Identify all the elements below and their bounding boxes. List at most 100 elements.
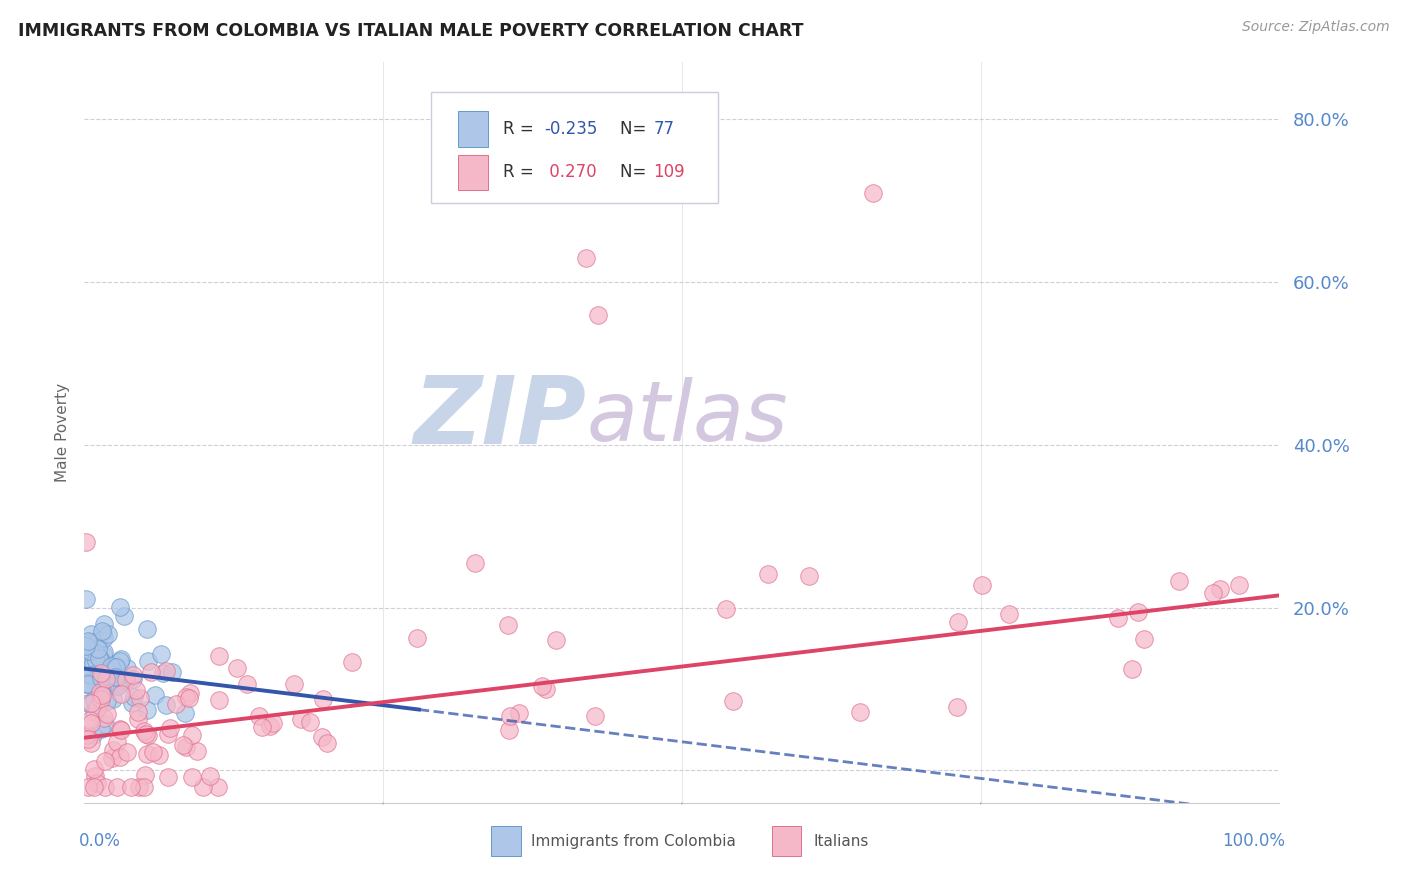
Text: Italians: Italians [814,834,869,849]
Point [115,673,138,688]
Point [148,748,170,763]
Point [152,666,174,681]
Point [75,592,97,607]
Point [583,708,606,723]
Point [155,664,177,678]
Point [139,665,162,680]
Point [87,687,110,701]
Point [89,685,111,699]
Point [176,739,198,754]
Point [165,698,187,712]
Point [136,623,159,637]
Y-axis label: Male Poverty: Male Poverty [55,383,70,483]
Point [86,646,108,660]
Point [186,744,208,758]
Point [83,769,105,783]
Point [107,679,129,693]
Point [75,639,97,653]
Point [997,607,1019,621]
Point [142,745,165,759]
Point [316,736,339,750]
Point [1133,632,1156,646]
Text: 0.0%: 0.0% [79,832,121,850]
Point [181,770,204,784]
Point [134,768,156,782]
Point [79,713,101,727]
Point [105,735,128,749]
Point [156,727,179,741]
Point [135,702,157,716]
Text: 0.270: 0.270 [544,163,598,181]
Point [758,566,780,581]
Point [1126,605,1149,619]
Point [849,706,872,720]
Point [91,626,114,640]
Point [311,730,333,744]
FancyBboxPatch shape [458,112,488,147]
Point [862,186,884,200]
Point [77,731,100,746]
Point [110,687,132,701]
Text: -0.235: -0.235 [544,120,598,138]
Point [80,735,103,749]
Point [87,670,110,684]
Point [162,665,184,679]
Point [83,693,105,707]
Point [89,682,111,697]
Point [93,631,115,645]
Point [87,642,110,657]
Point [125,682,148,697]
Point [80,668,103,682]
Point [89,666,111,681]
Point [77,634,100,648]
Point [76,728,98,742]
Point [108,599,131,614]
Point [91,648,114,662]
Point [76,675,98,690]
Point [312,692,335,706]
Text: atlas: atlas [586,377,787,458]
Point [86,675,108,690]
Point [107,678,129,692]
Point [84,654,107,668]
Point [110,652,132,666]
Point [86,635,108,649]
Point [159,722,181,736]
Point [117,745,139,759]
Point [179,686,201,700]
Point [172,738,194,752]
Text: IMMIGRANTS FROM COLOMBIA VS ITALIAN MALE POVERTY CORRELATION CHART: IMMIGRANTS FROM COLOMBIA VS ITALIAN MALE… [18,22,804,40]
Point [290,712,312,726]
Point [283,677,305,691]
Point [93,780,115,794]
Point [136,654,159,668]
Text: Immigrants from Colombia: Immigrants from Colombia [531,834,737,849]
Point [91,680,114,694]
Point [575,251,598,265]
Point [83,674,105,689]
Point [127,705,149,719]
Point [87,651,110,665]
Point [122,690,145,705]
Point [149,647,172,661]
Point [100,659,122,673]
Point [132,724,155,739]
Point [75,647,97,661]
Point [128,691,150,706]
Point [588,308,610,322]
Point [83,780,105,794]
Point [236,676,259,690]
Point [174,690,197,704]
Point [86,638,108,652]
Point [93,711,115,725]
Point [143,688,166,702]
Point [1209,582,1232,596]
Point [1167,574,1189,588]
Point [546,632,568,647]
Point [97,627,120,641]
Point [128,780,150,794]
Text: R =: R = [503,120,538,138]
Text: Source: ZipAtlas.com: Source: ZipAtlas.com [1241,20,1389,34]
Point [173,706,195,720]
Point [90,722,112,736]
